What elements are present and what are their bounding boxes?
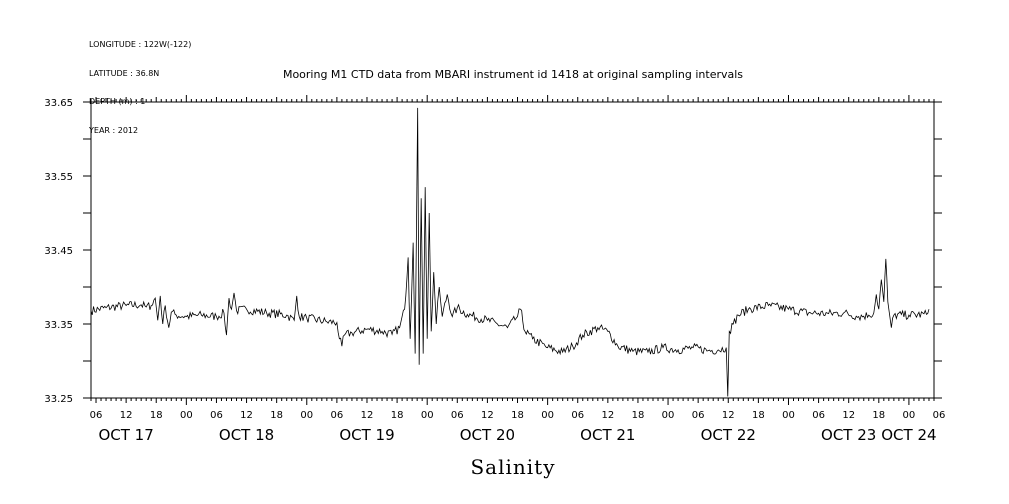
x-tick-label: 06: [451, 410, 464, 421]
x-tick-label: 06: [692, 410, 705, 421]
y-tick-label: 33.25: [44, 394, 73, 405]
salinity-line: [90, 107, 930, 397]
metadata-year: YEAR : 2012: [89, 125, 139, 135]
x-tick-label: 00: [421, 410, 434, 421]
x-axis-ticks: [90, 95, 935, 405]
metadata-latitude: LATITUDE : 36.8N: [89, 68, 160, 78]
x-day-label: OCT 23: [821, 426, 876, 444]
metadata-longitude: LONGITUDE : 122W(-122): [89, 40, 192, 49]
x-tick-label: 00: [180, 410, 193, 421]
x-day-label: OCT 19: [339, 426, 394, 444]
x-day-label: OCT 17: [98, 426, 153, 444]
y-tick-label: 33.45: [44, 246, 73, 257]
x-tick-label: 12: [481, 410, 494, 421]
x-tick-label: 12: [842, 410, 855, 421]
x-tick-label: 12: [601, 410, 614, 421]
x-day-label: OCT 21: [580, 426, 635, 444]
x-tick-label: 00: [662, 410, 675, 421]
chart-title: Mooring M1 CTD data from MBARI instrumen…: [282, 68, 744, 81]
y-tick-label: 33.35: [44, 320, 73, 331]
x-tick-label: 06: [812, 410, 825, 421]
y-axis-ticks: [83, 101, 942, 399]
x-axis-label: Salinity: [470, 455, 556, 479]
x-tick-label: 00: [541, 410, 554, 421]
x-tick-label: 06: [571, 410, 584, 421]
x-tick-label: 00: [300, 410, 313, 421]
x-tick-label: 06: [90, 410, 103, 421]
x-tick-label: 12: [722, 410, 735, 421]
x-tick-label: 00: [903, 410, 916, 421]
x-tick-label: 18: [270, 410, 283, 421]
x-day-label: OCT 18: [219, 426, 274, 444]
x-tick-label: 12: [120, 410, 133, 421]
x-day-label: OCT 20: [460, 426, 515, 444]
x-tick-label: 18: [872, 410, 885, 421]
x-tick-label: 12: [240, 410, 253, 421]
x-tick-label: 06: [933, 410, 946, 421]
x-tick-label: 12: [361, 410, 374, 421]
x-tick-label: 00: [782, 410, 795, 421]
y-tick-label: 33.55: [44, 172, 73, 183]
x-tick-label: 18: [150, 410, 163, 421]
y-tick-label: 33.65: [44, 98, 73, 109]
plot-frame: [90, 101, 935, 399]
x-day-label: OCT 22: [701, 426, 756, 444]
x-tick-label: 18: [511, 410, 524, 421]
x-tick-label: 06: [210, 410, 223, 421]
x-tick-label: 06: [331, 410, 344, 421]
x-tick-label: 18: [752, 410, 765, 421]
x-day-label: OCT 24: [881, 426, 936, 444]
x-tick-label: 18: [632, 410, 645, 421]
x-tick-label: 18: [391, 410, 404, 421]
